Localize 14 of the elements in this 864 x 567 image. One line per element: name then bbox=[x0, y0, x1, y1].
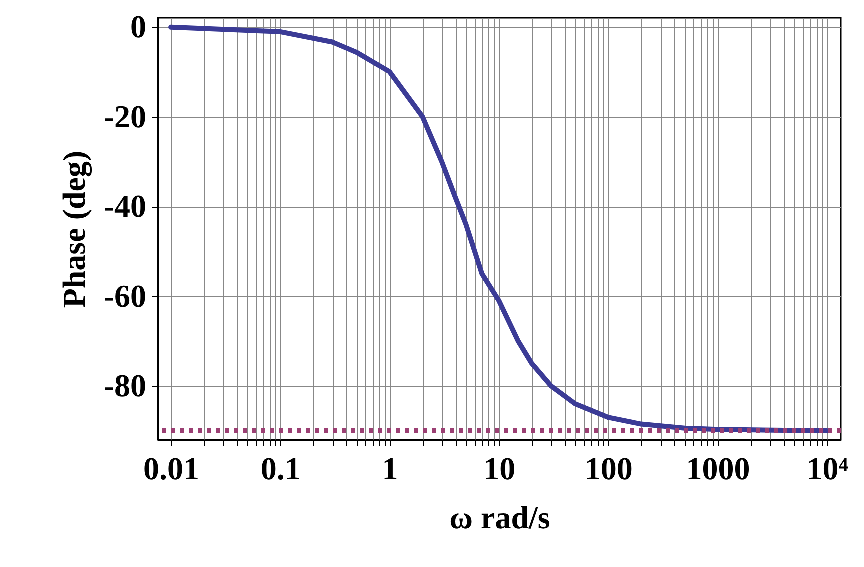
x-tick-label: 0.01 bbox=[144, 450, 200, 486]
y-tick-label: -60 bbox=[104, 278, 146, 314]
x-tick-label: 0.1 bbox=[260, 450, 301, 486]
x-tick-label: 1 bbox=[382, 450, 398, 486]
x-tick-label: 10⁴ bbox=[806, 450, 849, 486]
y-axis-title: Phase (deg) bbox=[56, 150, 93, 308]
y-tick-label: -20 bbox=[104, 98, 146, 134]
y-tick-label: -40 bbox=[104, 188, 146, 224]
x-tick-label: 10 bbox=[484, 450, 516, 486]
y-tick-label: -80 bbox=[104, 368, 146, 404]
x-tick-label: 1000 bbox=[686, 450, 750, 486]
x-axis-title: ω rad/s bbox=[450, 500, 550, 536]
x-tick-label: 100 bbox=[584, 450, 633, 486]
y-tick-label: 0 bbox=[130, 8, 146, 44]
